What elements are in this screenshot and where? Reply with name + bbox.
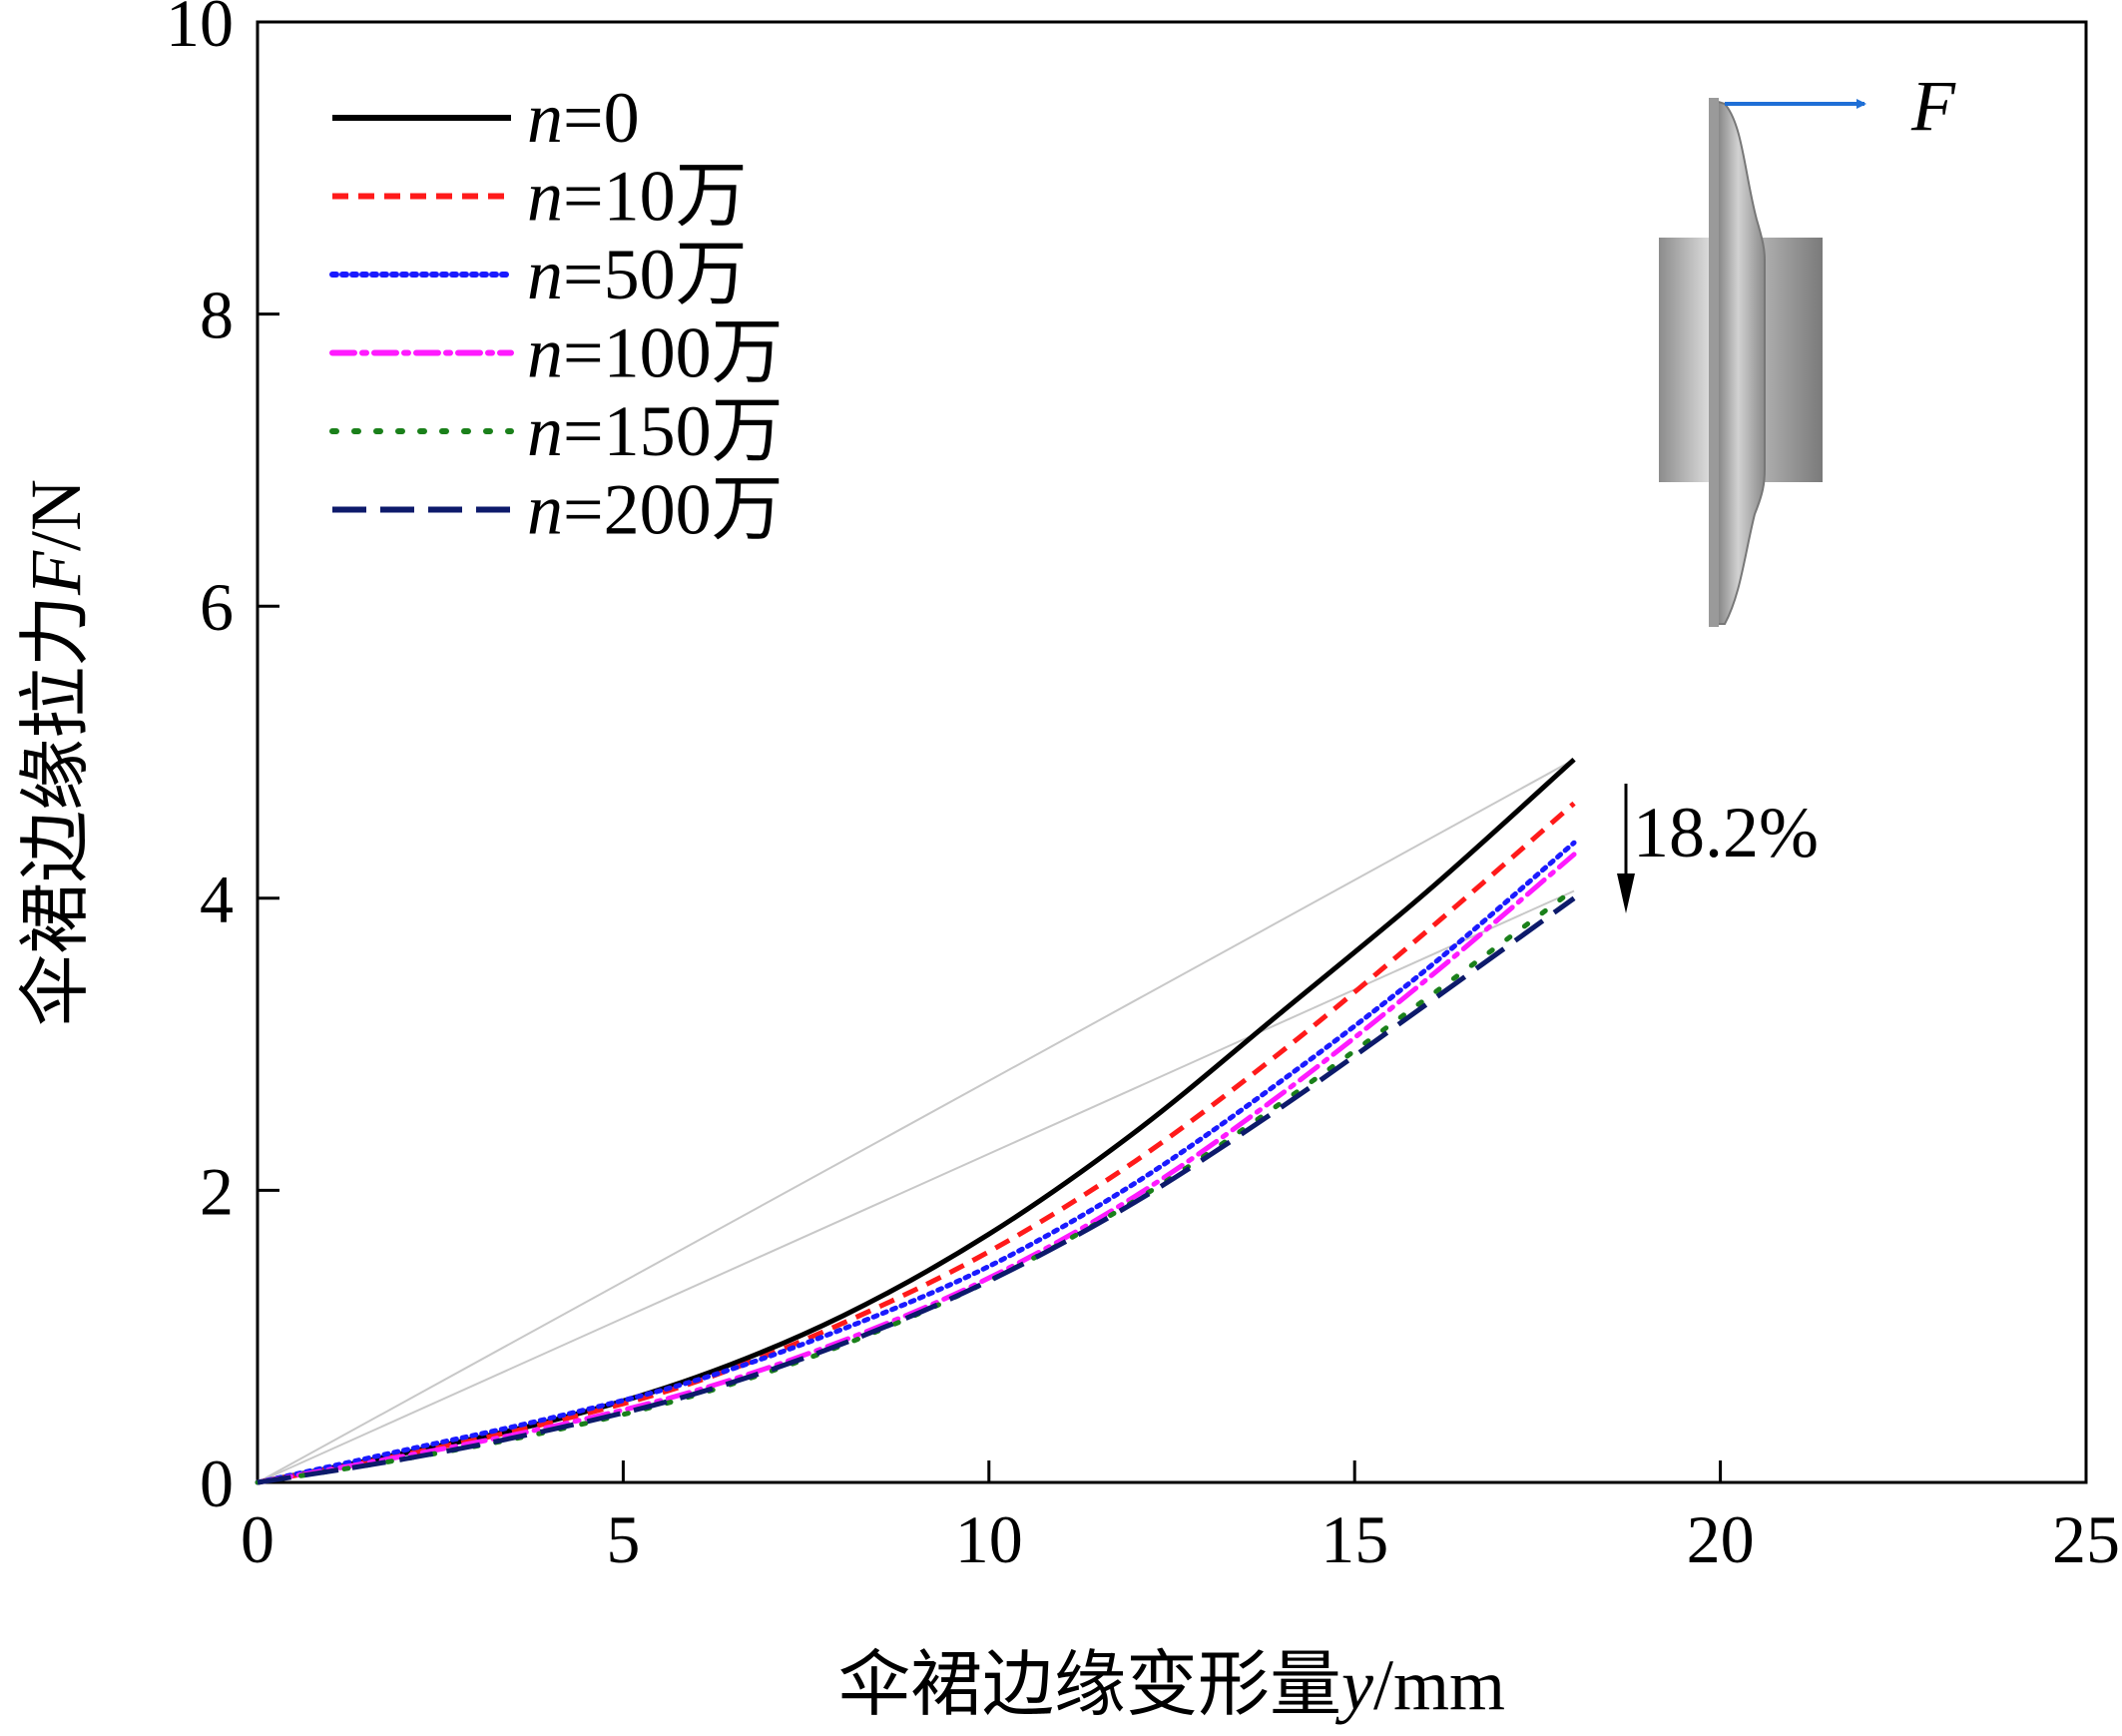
x-tick-label: 20	[1687, 1501, 1755, 1577]
x-axis: 0 5 10 15 20 25	[241, 1460, 2120, 1577]
x-tick-label: 25	[2052, 1501, 2120, 1577]
y-tick-label: 4	[200, 862, 234, 937]
series-line-0	[257, 757, 1576, 1485]
force-label: F	[1910, 66, 1956, 146]
y-tick-label: 0	[200, 1446, 234, 1521]
legend-label-3: n=100万	[527, 313, 784, 393]
insulator-inset: F	[1659, 66, 1956, 627]
y-tick-label: 10	[166, 0, 234, 61]
series-line-1	[257, 801, 1576, 1485]
reference-lines	[257, 758, 1575, 1483]
inset-flange	[1711, 99, 1766, 625]
series-line-2	[255, 840, 1577, 1485]
series-line-3	[255, 852, 1577, 1485]
legend-label-2: n=50万	[527, 235, 748, 314]
y-tick-label: 2	[200, 1153, 234, 1229]
x-tick-label: 15	[1321, 1501, 1388, 1577]
x-axis-title: 伞裙边缘变形量y/mm	[838, 1645, 1505, 1725]
legend-label-5: n=200万	[527, 470, 784, 550]
y-axis: 0 2 4 6 8 10	[166, 0, 279, 1521]
legend-label-0: n=0	[527, 78, 640, 158]
legend-label-1: n=10万	[527, 157, 748, 237]
plot-frame	[256, 20, 2088, 1484]
annotation-text: 18.2%	[1633, 793, 1819, 872]
series-group	[255, 757, 1577, 1485]
percent-annotation: 18.2%	[1617, 784, 1819, 913]
y-tick-label: 6	[200, 569, 234, 645]
series-line-4	[255, 886, 1577, 1485]
x-tick-label: 0	[241, 1501, 274, 1577]
y-axis-title: 伞裙边缘拉力F/N	[16, 479, 96, 1026]
reference-line	[257, 758, 1575, 1483]
annotation-arrow-head	[1617, 873, 1635, 913]
series-line-5	[257, 895, 1576, 1485]
x-tick-label: 10	[955, 1501, 1023, 1577]
legend-label-4: n=150万	[527, 391, 784, 471]
x-tick-label: 5	[606, 1501, 640, 1577]
inset-rim	[1709, 98, 1719, 627]
y-tick-label: 8	[200, 278, 234, 353]
reference-line	[257, 889, 1575, 1483]
